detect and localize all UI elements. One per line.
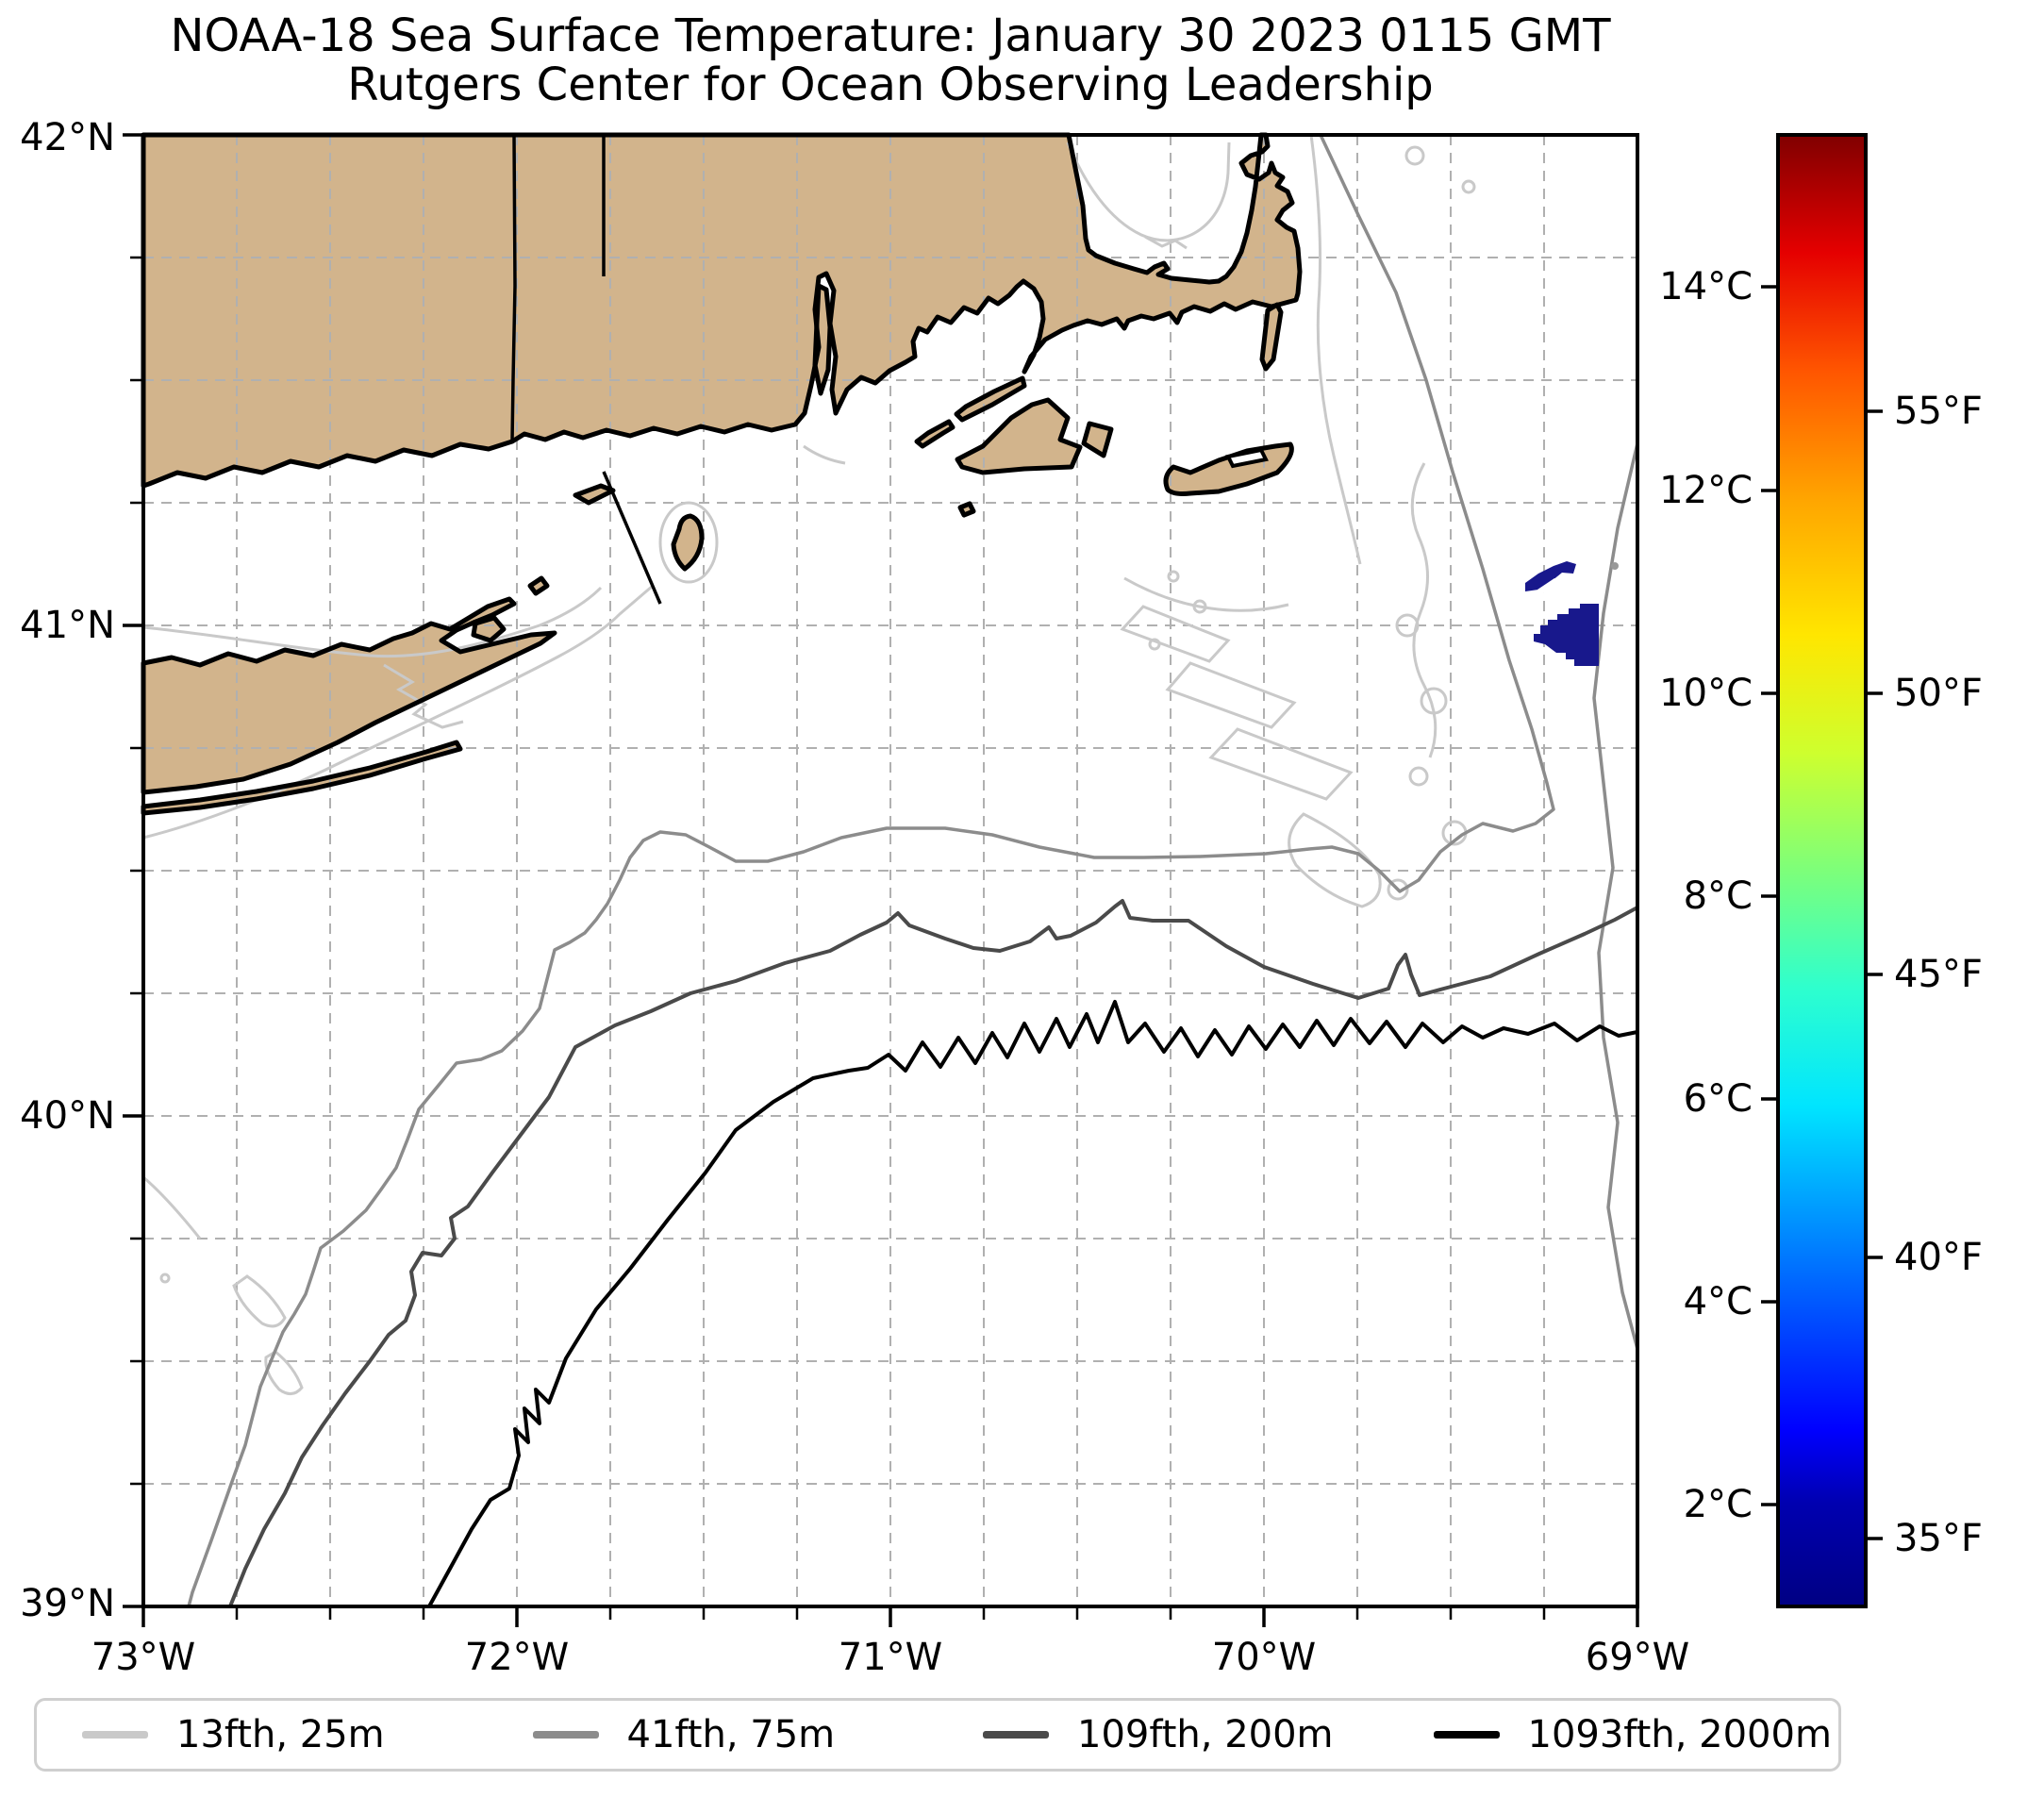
legend-label-200m: 109fth, 200m bbox=[1077, 1713, 1334, 1756]
y-tick-41N: 41°N bbox=[20, 604, 115, 647]
cbar-12C: 12°C bbox=[1659, 469, 1753, 512]
legend-item-75m: 41fth, 75m bbox=[488, 1713, 939, 1756]
legend-swatch-75m bbox=[532, 1731, 599, 1739]
cbar-35F: 35°F bbox=[1894, 1517, 1983, 1560]
sst-patch-gap bbox=[1537, 578, 1562, 594]
grid bbox=[143, 135, 1637, 1606]
axis-ticks bbox=[123, 133, 1639, 1627]
legend-swatch-2000m bbox=[1433, 1731, 1500, 1739]
cbar-50F: 50°F bbox=[1894, 672, 1983, 715]
islet-dot bbox=[1611, 562, 1619, 570]
cbar-45F: 45°F bbox=[1894, 953, 1983, 996]
y-tick-40N: 40°N bbox=[20, 1094, 115, 1138]
cbar-14C: 14°C bbox=[1659, 265, 1753, 308]
cbar-2C: 2°C bbox=[1683, 1483, 1753, 1526]
x-tick-70W: 70°W bbox=[1211, 1636, 1317, 1679]
cbar-40F: 40°F bbox=[1894, 1236, 1983, 1279]
cbar-8C: 8°C bbox=[1683, 874, 1753, 918]
legend-item-200m: 109fth, 200m bbox=[938, 1713, 1388, 1756]
contour-75m bbox=[187, 134, 1639, 1607]
y-tick-42N: 42°N bbox=[20, 116, 115, 159]
legend-swatch-200m bbox=[983, 1731, 1049, 1739]
legend-swatch-25m bbox=[82, 1731, 148, 1739]
x-tick-69W: 69°W bbox=[1585, 1636, 1690, 1679]
legend-label-75m: 41fth, 75m bbox=[626, 1713, 836, 1756]
land-fill bbox=[143, 135, 1300, 813]
legend-label-2000m: 1093fth, 2000m bbox=[1527, 1713, 1832, 1756]
cbar-55F: 55°F bbox=[1894, 390, 1983, 433]
contour-2000m bbox=[427, 1000, 1638, 1607]
cbar-4C: 4°C bbox=[1683, 1280, 1753, 1323]
sst-data-patches bbox=[1525, 561, 1599, 666]
x-tick-71W: 71°W bbox=[838, 1636, 943, 1679]
y-tick-39N: 39°N bbox=[20, 1582, 115, 1625]
colorbar bbox=[1761, 133, 1883, 1608]
contour-25m bbox=[142, 134, 1476, 1395]
state-borders bbox=[510, 134, 662, 605]
x-tick-73W: 73°W bbox=[91, 1636, 196, 1679]
legend-item-2000m: 1093fth, 2000m bbox=[1388, 1713, 1839, 1756]
legend-item-25m: 13fth, 25m bbox=[37, 1713, 488, 1756]
colorbar-ticks bbox=[1761, 285, 1883, 1540]
x-tick-72W: 72°W bbox=[464, 1636, 570, 1679]
page-title: NOAA-18 Sea Surface Temperature: January… bbox=[170, 9, 1611, 62]
legend-label-25m: 13fth, 25m bbox=[176, 1713, 385, 1756]
cbar-6C: 6°C bbox=[1683, 1077, 1753, 1121]
contour-200m bbox=[228, 899, 1638, 1607]
map-border bbox=[141, 133, 1639, 1608]
nantucket-lagoon bbox=[1225, 447, 1269, 469]
cbar-10C: 10°C bbox=[1659, 672, 1753, 715]
page-subtitle: Rutgers Center for Ocean Observing Leade… bbox=[347, 58, 1434, 111]
depth-contour-legend: 13fth, 25m 41fth, 75m 109fth, 200m 1093f… bbox=[34, 1698, 1841, 1772]
map-plot bbox=[141, 133, 1639, 1608]
